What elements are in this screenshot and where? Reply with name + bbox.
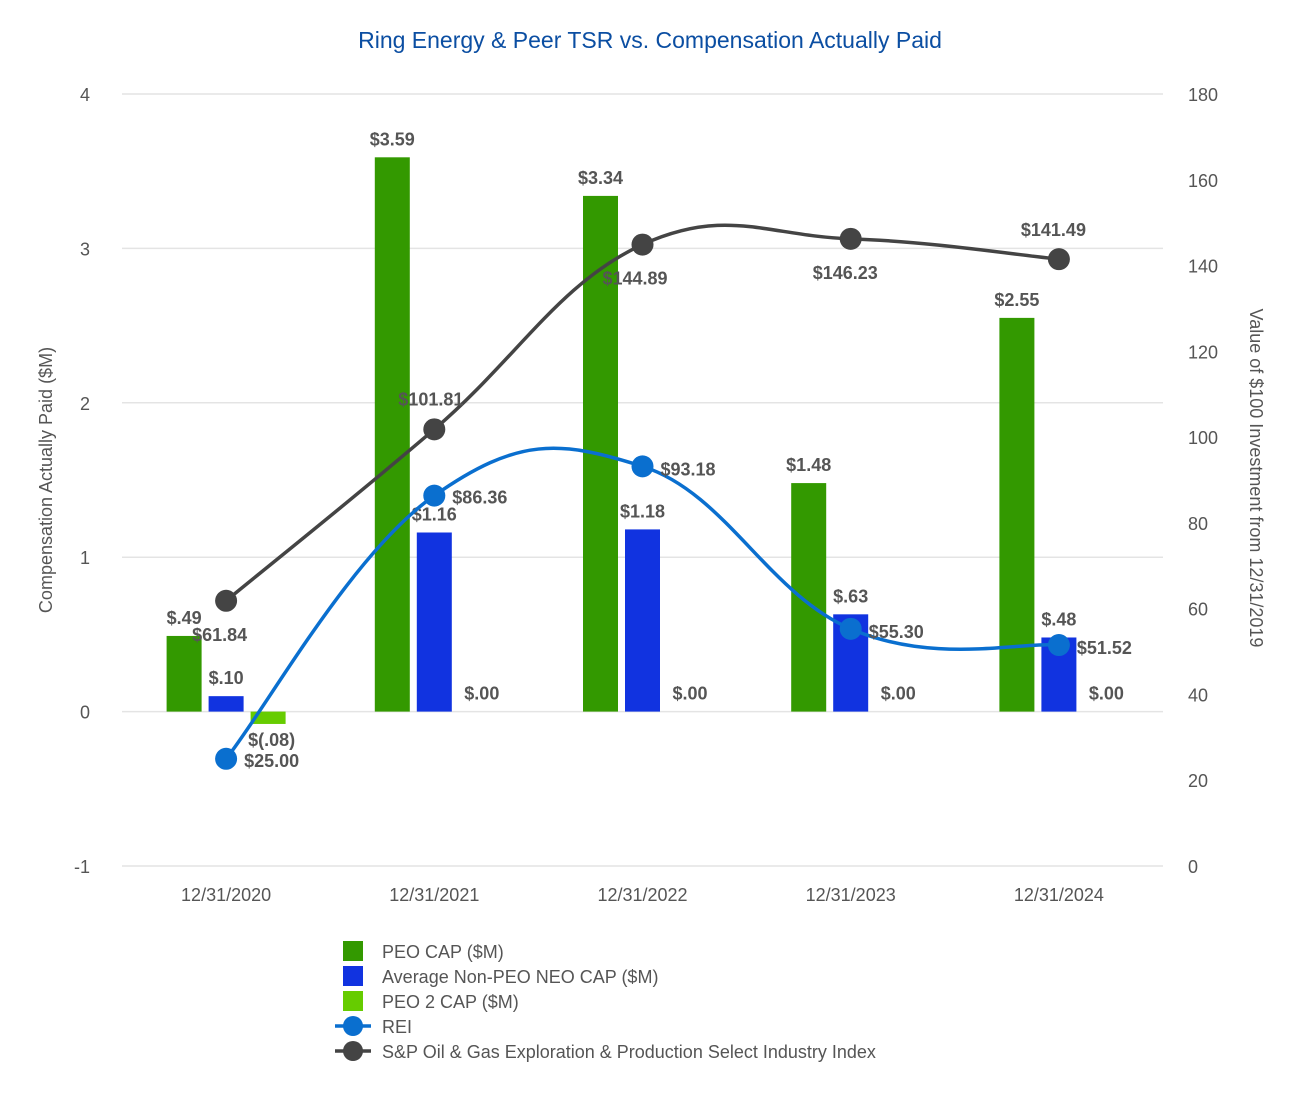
bar-2: [416, 532, 452, 712]
x-tick-label: 12/31/2020: [181, 885, 271, 905]
bar-1: [374, 157, 410, 712]
legend-label: REI: [382, 1017, 412, 1037]
bar-data-label: $.00: [881, 684, 916, 704]
bar-data-label: $1.48: [786, 455, 831, 475]
line-data-label: $146.23: [813, 263, 878, 283]
line-data-label: $86.36: [452, 488, 507, 508]
y-right-tick-label: 100: [1188, 428, 1218, 448]
line-data-label: $144.89: [603, 269, 668, 289]
y-left-axis-title: Compensation Actually Paid ($M): [36, 347, 56, 613]
bar-data-label: $(.08): [248, 730, 295, 750]
bar-data-label: $.49: [167, 608, 202, 628]
y-right-tick-label: 40: [1188, 685, 1208, 705]
x-tick-label: 12/31/2023: [806, 885, 896, 905]
y-right-tick-label: 120: [1188, 342, 1218, 362]
bar-data-label: $.00: [1089, 684, 1124, 704]
y-left-tick-label: 2: [80, 394, 90, 414]
line-point-2: [423, 418, 446, 441]
y-right-tick-label: 180: [1188, 85, 1218, 105]
legend-label: PEO 2 CAP ($M): [382, 992, 519, 1012]
x-tick-label: 12/31/2024: [1014, 885, 1104, 905]
line-point-2: [215, 589, 238, 612]
y-left-tick-label: 3: [80, 239, 90, 259]
legend-marker: [343, 1016, 363, 1036]
bar-1: [999, 317, 1035, 712]
y-right-tick-label: 140: [1188, 257, 1218, 277]
bar-2: [208, 696, 244, 712]
bar-data-label: $1.18: [620, 501, 665, 521]
line-data-label: $101.81: [398, 389, 463, 409]
y-right-tick-label: 60: [1188, 600, 1208, 620]
legend-swatch: [343, 966, 363, 986]
legend-label: Average Non-PEO NEO CAP ($M): [382, 967, 658, 987]
line-point-2: [839, 227, 862, 250]
bar-data-label: $3.34: [578, 168, 623, 188]
bar-data-label: $.00: [673, 684, 708, 704]
legend-swatch: [343, 941, 363, 961]
line-data-label: $25.00: [244, 751, 299, 771]
bar-data-label: $.63: [833, 586, 868, 606]
y-right-tick-label: 20: [1188, 771, 1208, 791]
line-point-1: [1047, 634, 1070, 657]
y-left-tick-label: 0: [80, 703, 90, 723]
x-tick-label: 12/31/2021: [389, 885, 479, 905]
bar-data-label: $1.16: [412, 504, 457, 524]
bar-data-label: $.00: [464, 684, 499, 704]
line-data-label: $93.18: [661, 459, 716, 479]
bar-data-label: $.48: [1041, 609, 1076, 629]
line-point-2: [631, 233, 654, 256]
line-point-2: [1047, 248, 1070, 271]
bar-2: [625, 529, 660, 712]
bar-data-label: $2.55: [994, 290, 1039, 310]
legend-label: PEO CAP ($M): [382, 942, 504, 962]
line-data-label: $61.84: [192, 625, 247, 645]
line-data-label: $141.49: [1021, 220, 1086, 240]
bar-1: [166, 635, 202, 712]
line-point-1: [631, 455, 654, 478]
x-tick-label: 12/31/2022: [597, 885, 687, 905]
y-right-tick-label: 80: [1188, 514, 1208, 534]
bar-data-label: $3.59: [370, 129, 415, 149]
line-data-label: $51.52: [1077, 638, 1132, 658]
line-data-label: $55.30: [869, 622, 924, 642]
y-right-tick-label: 0: [1188, 857, 1198, 877]
y-right-axis-title: Value of $100 Investment from 12/31/2019: [1246, 309, 1266, 648]
line-point-1: [215, 747, 238, 770]
line-point-1: [423, 484, 446, 507]
bar-1: [791, 483, 827, 712]
y-left-tick-label: 4: [80, 85, 90, 105]
bar-3: [250, 711, 286, 724]
y-left-tick-label: -1: [74, 857, 90, 877]
chart-title: Ring Energy & Peer TSR vs. Compensation …: [358, 27, 942, 53]
legend-swatch: [343, 991, 363, 1011]
y-left-tick-label: 1: [80, 548, 90, 568]
legend-marker: [343, 1041, 363, 1061]
legend-label: S&P Oil & Gas Exploration & Production S…: [382, 1042, 876, 1062]
y-right-tick-label: 160: [1188, 171, 1218, 191]
line-point-1: [839, 617, 862, 640]
bar-data-label: $.10: [209, 668, 244, 688]
